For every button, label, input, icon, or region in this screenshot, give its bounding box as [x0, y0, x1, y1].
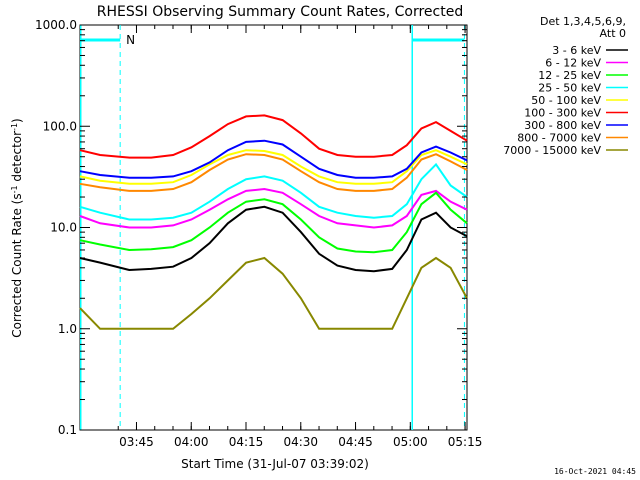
- x-tick-label: 05:15: [448, 435, 483, 449]
- y-tick-label: 1.0: [58, 322, 77, 336]
- series-line: [79, 205, 468, 273]
- legend-entry-label: 100 - 300 keV: [524, 107, 601, 120]
- series-line: [79, 256, 468, 330]
- x-tick-label: 04:45: [338, 435, 373, 449]
- legend-entry-label: 25 - 50 keV: [538, 82, 601, 95]
- series-layer: [79, 114, 468, 330]
- legend-entry-label: 6 - 12 keV: [545, 57, 601, 70]
- legend-header-detectors: Det 1,3,4,5,6,9,: [540, 15, 626, 28]
- generation-timestamp: 16-Oct-2021 04:45: [554, 467, 636, 476]
- legend-entry-label: 50 - 100 keV: [531, 94, 601, 107]
- y-axis-label: Corrected Count Rate (s-1 detector-1): [10, 118, 25, 337]
- legend-entry-label: 7000 - 15000 keV: [503, 144, 601, 157]
- series-line: [79, 149, 468, 185]
- series-line: [79, 139, 468, 179]
- y-tick-label: 0.1: [58, 423, 77, 437]
- x-axis-label: Start Time (31-Jul-07 03:39:02): [181, 457, 369, 471]
- series-line: [79, 187, 468, 229]
- series-line: [79, 162, 468, 221]
- saa-marker-label: N: [126, 33, 135, 47]
- series-line: [79, 114, 468, 159]
- x-tick-label: 04:15: [229, 435, 264, 449]
- y-tick-label: 1000.0: [35, 18, 77, 32]
- x-tick-label: 03:45: [119, 435, 154, 449]
- x-tick-label: 04:00: [174, 435, 209, 449]
- legend-entry-label: 12 - 25 keV: [538, 69, 601, 82]
- legend-entry-label: 300 - 800 keV: [524, 119, 601, 132]
- x-axis: 03:45 04:00 04:15 04:30 04:45 05:00 05:15: [117, 25, 483, 449]
- legend-entry-label: 800 - 7000 keV: [517, 132, 601, 145]
- legend-header-attenuator: Att 0: [600, 27, 626, 40]
- x-tick-label: 04:30: [283, 435, 318, 449]
- series-line: [79, 191, 468, 254]
- series-line: [79, 153, 468, 192]
- y-axis: 0.1 1.0 10.0 100.0 1000.0: [35, 18, 467, 437]
- legend-entry-label: 3 - 6 keV: [552, 44, 601, 57]
- y-tick-label: 10.0: [50, 221, 77, 235]
- x-tick-label: 05:00: [393, 435, 428, 449]
- chart-title: RHESSI Observing Summary Count Rates, Co…: [97, 4, 463, 20]
- y-tick-label: 100.0: [43, 119, 77, 133]
